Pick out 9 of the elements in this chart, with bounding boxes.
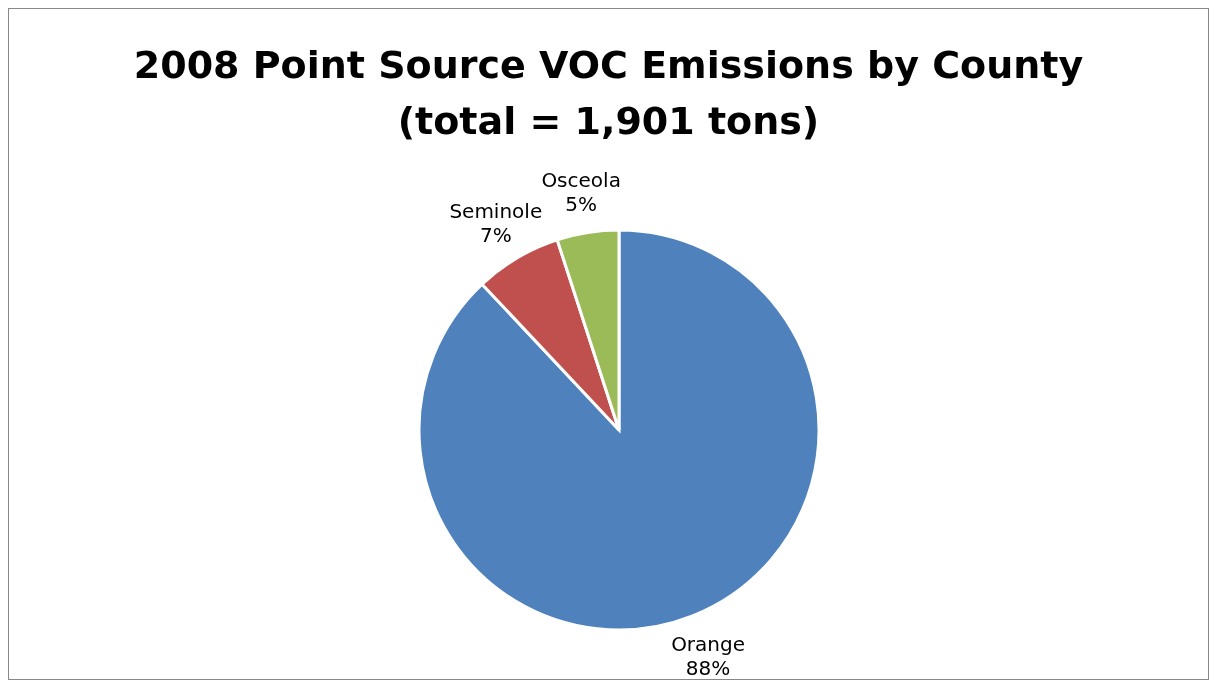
- slice-label: Osceola: [541, 167, 621, 192]
- slice-label: Seminole: [449, 198, 543, 223]
- data-label: 5%: [565, 191, 598, 216]
- pie-slice: [417, 228, 821, 632]
- data-label: 7%: [479, 222, 512, 247]
- slice-label: Orange: [671, 632, 746, 657]
- data-label: 88%: [685, 656, 731, 681]
- chart-title: 2008 Point Source VOC Emissions by County: [132, 42, 1085, 89]
- chart-subtitle: (total = 1,901 tons): [396, 98, 821, 145]
